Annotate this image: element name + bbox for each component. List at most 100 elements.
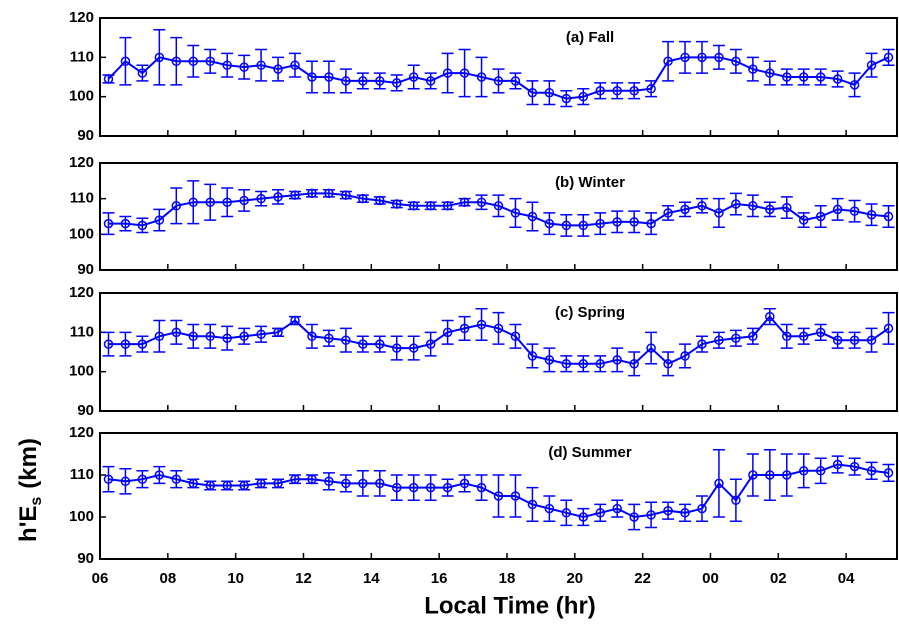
data-point (866, 466, 877, 476)
data-point (307, 188, 317, 199)
x-tick-label: 22 (634, 570, 651, 587)
error-bar (780, 196, 793, 220)
error-bar (814, 205, 827, 228)
data-point (849, 206, 860, 216)
data-point (341, 190, 351, 200)
error-bar (136, 217, 149, 234)
data-point (595, 359, 605, 369)
error-bar (356, 335, 369, 353)
error-bar (797, 212, 810, 228)
error-bar (560, 213, 573, 237)
data-point (205, 56, 215, 67)
data-point (832, 74, 843, 84)
data-point (663, 359, 673, 369)
error-bar (187, 180, 200, 225)
error-bar (356, 470, 369, 497)
data-point (629, 512, 639, 522)
error-bar (238, 54, 251, 80)
error-bar (611, 82, 624, 100)
data-point (307, 331, 317, 342)
error-bar (662, 40, 675, 82)
data-point (680, 52, 690, 63)
error-bar (560, 499, 573, 527)
data-point (425, 482, 436, 493)
error-bar (712, 331, 725, 349)
error-bar (136, 470, 149, 489)
error-bar (882, 205, 895, 228)
data-point (154, 470, 165, 480)
error-bar (729, 478, 742, 522)
data-point (578, 512, 589, 522)
error-bar (407, 474, 420, 501)
error-bar (424, 72, 437, 90)
x-tick-label: 16 (431, 570, 448, 587)
error-bar (831, 70, 844, 88)
error-bar (204, 48, 217, 74)
data-point (561, 508, 572, 518)
error-bar (153, 319, 166, 353)
y-tick-label: 90 (77, 550, 94, 567)
data-point (205, 197, 215, 207)
error-bar (289, 52, 302, 78)
error-bar (848, 457, 861, 476)
y-tick-label: 90 (77, 127, 94, 144)
error-bar (594, 503, 607, 522)
y-tick-label: 90 (77, 261, 94, 278)
data-point (442, 327, 453, 338)
y-tick-label: 100 (69, 363, 94, 380)
error-bar (882, 311, 895, 345)
data-point (103, 339, 114, 349)
error-bar (136, 64, 149, 82)
error-bar (526, 80, 539, 106)
error-bar (458, 474, 471, 493)
error-bar (645, 212, 658, 236)
data-point (205, 480, 215, 491)
data-point (459, 68, 470, 78)
data-point (307, 474, 317, 484)
error-bar (628, 210, 641, 234)
data-point (273, 64, 283, 74)
data-point (408, 343, 419, 353)
data-point (273, 327, 283, 338)
data-point (256, 193, 266, 204)
error-bar (475, 56, 488, 98)
error-bar (305, 323, 318, 349)
data-point (290, 315, 300, 326)
data-point (425, 76, 436, 86)
data-point (425, 201, 436, 211)
data-point (782, 331, 792, 342)
data-point (341, 335, 351, 345)
data-point (120, 56, 131, 67)
y-label-unit: (km) (15, 438, 42, 489)
data-point (629, 217, 639, 227)
data-point (324, 72, 334, 82)
data-point (137, 220, 148, 231)
data-point (510, 208, 521, 218)
error-bar (475, 194, 488, 211)
data-point (714, 478, 724, 489)
error-bar (848, 199, 861, 223)
error-bar (153, 29, 166, 86)
panel-title: (a) Fall (566, 29, 614, 46)
error-bar (424, 331, 437, 357)
data-point (510, 331, 521, 342)
data-point (612, 503, 622, 514)
error-bar (729, 192, 742, 216)
data-point (154, 331, 165, 342)
error-bar (780, 453, 793, 497)
error-bar (322, 329, 335, 347)
data-point (154, 52, 165, 63)
data-point (307, 72, 317, 82)
error-bar (797, 327, 810, 345)
error-bar (695, 495, 708, 522)
error-bar (695, 335, 708, 353)
data-point (697, 503, 707, 514)
data-point (324, 476, 334, 487)
x-tick-label: 08 (159, 570, 176, 587)
data-point (646, 84, 656, 94)
error-bar (577, 355, 590, 373)
data-point (324, 333, 334, 343)
data-point (239, 195, 249, 206)
data-point (375, 76, 385, 86)
